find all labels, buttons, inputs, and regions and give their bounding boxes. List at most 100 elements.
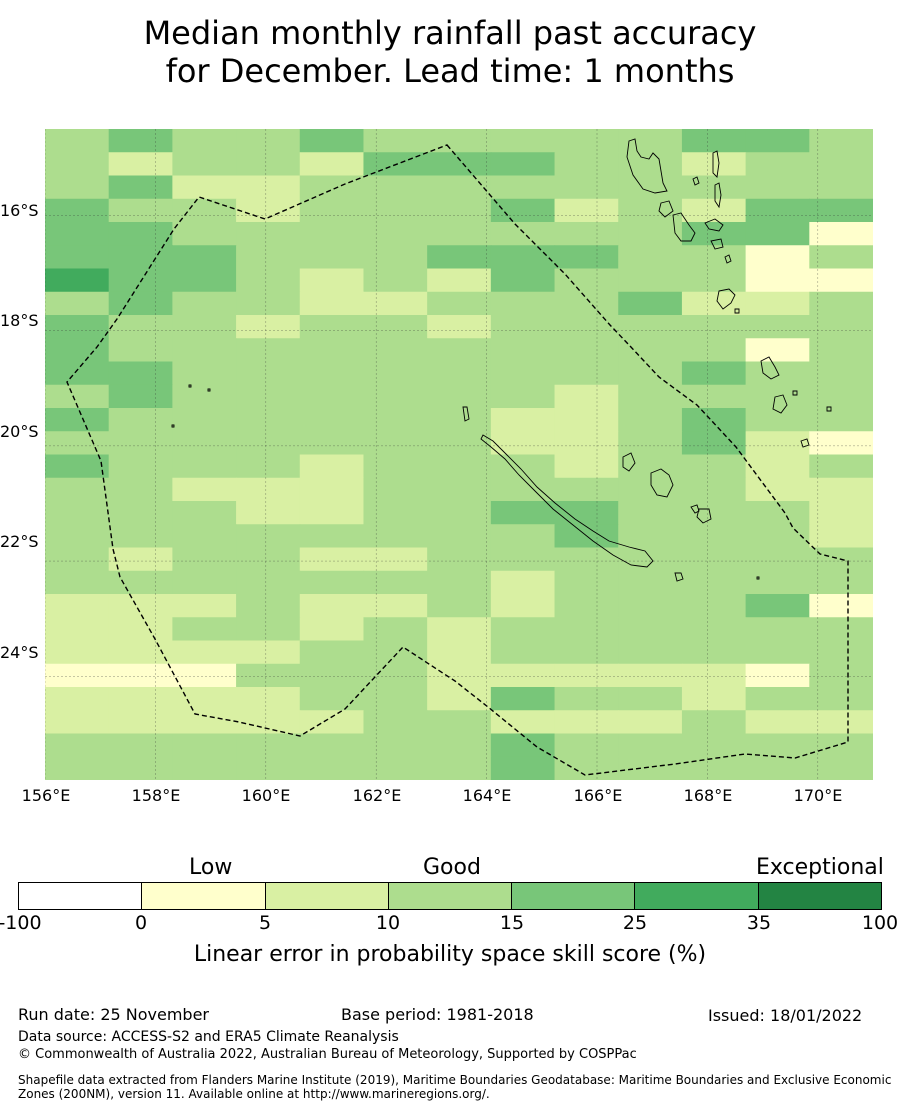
skill-cell bbox=[427, 617, 492, 642]
skill-cell bbox=[745, 291, 810, 316]
skill-cell bbox=[363, 617, 428, 642]
skill-cell bbox=[554, 338, 619, 363]
skill-cell bbox=[45, 547, 110, 572]
skill-cell bbox=[618, 268, 683, 293]
skill-cell bbox=[427, 663, 492, 688]
skill-cell bbox=[236, 663, 301, 688]
skill-cell bbox=[427, 222, 492, 246]
skill-cell bbox=[490, 756, 556, 780]
skill-cell bbox=[681, 617, 747, 642]
skill-cell bbox=[45, 431, 110, 456]
skill-cell bbox=[745, 756, 810, 780]
skill-cell bbox=[299, 268, 365, 293]
colorbar-segment bbox=[19, 883, 143, 909]
skill-cell bbox=[363, 570, 428, 595]
skill-cell bbox=[618, 733, 683, 758]
skill-cell bbox=[45, 361, 110, 386]
skill-cell bbox=[809, 501, 873, 525]
skill-cell bbox=[172, 547, 237, 572]
skill-cell bbox=[427, 524, 492, 549]
skill-cell bbox=[108, 570, 173, 595]
skill-cell bbox=[554, 663, 619, 688]
skill-cell bbox=[108, 547, 173, 572]
skill-cell bbox=[745, 710, 810, 735]
skill-cell bbox=[299, 710, 365, 735]
skill-cell bbox=[236, 687, 301, 711]
skill-cell bbox=[108, 152, 173, 177]
skill-cell bbox=[554, 291, 619, 316]
skill-cell bbox=[618, 315, 683, 339]
skill-cell bbox=[172, 245, 237, 270]
skill-cell bbox=[236, 524, 301, 549]
skill-cell bbox=[681, 431, 747, 456]
skill-cell bbox=[490, 268, 556, 293]
skill-cell bbox=[554, 315, 619, 339]
skill-cell bbox=[299, 640, 365, 665]
skill-cell bbox=[618, 338, 683, 363]
skill-cell bbox=[809, 338, 873, 363]
skill-cell bbox=[299, 315, 365, 339]
colorbar-segment bbox=[388, 883, 513, 909]
skill-cell bbox=[554, 547, 619, 572]
lat-label: 18°S bbox=[0, 311, 39, 330]
skill-cell bbox=[236, 408, 301, 432]
skill-cell bbox=[299, 756, 365, 780]
skill-cell bbox=[45, 733, 110, 758]
skill-cell bbox=[681, 547, 747, 572]
skill-cell bbox=[809, 663, 873, 688]
skill-cell bbox=[236, 315, 301, 339]
skill-cell bbox=[618, 361, 683, 386]
skill-cell bbox=[427, 291, 492, 316]
skill-cell bbox=[108, 594, 173, 618]
skill-cell bbox=[172, 384, 237, 409]
skill-cell bbox=[681, 291, 747, 316]
skill-cell bbox=[108, 454, 173, 479]
skill-cell bbox=[108, 175, 173, 200]
skill-cell bbox=[299, 524, 365, 549]
skill-cell bbox=[427, 594, 492, 618]
skill-cell bbox=[554, 733, 619, 758]
skill-cell bbox=[618, 454, 683, 479]
skill-cell bbox=[108, 501, 173, 525]
skill-cell bbox=[236, 640, 301, 665]
skill-cell bbox=[172, 175, 237, 200]
skill-cell bbox=[236, 756, 301, 780]
skill-map[interactable] bbox=[45, 129, 873, 780]
skill-cell bbox=[236, 222, 301, 246]
skill-cell bbox=[299, 617, 365, 642]
skill-cell bbox=[45, 710, 110, 735]
lat-label: 24°S bbox=[0, 643, 39, 662]
skill-cell bbox=[618, 501, 683, 525]
skill-cell bbox=[490, 710, 556, 735]
skill-cell bbox=[427, 175, 492, 200]
skill-cell bbox=[45, 570, 110, 595]
skill-cell bbox=[363, 408, 428, 432]
skill-cell bbox=[809, 384, 873, 409]
issued-date: Issued: 18/01/2022 bbox=[708, 1006, 863, 1025]
skill-cell bbox=[427, 570, 492, 595]
skill-cell bbox=[618, 663, 683, 688]
skill-cell bbox=[363, 431, 428, 456]
title-line-1: Median monthly rainfall past accuracy bbox=[143, 14, 757, 52]
skill-cell bbox=[745, 547, 810, 572]
skill-cell bbox=[681, 687, 747, 711]
skill-cell bbox=[45, 501, 110, 525]
skill-cell bbox=[618, 524, 683, 549]
skill-cell bbox=[45, 152, 110, 177]
skill-cell bbox=[363, 338, 428, 363]
skill-cell bbox=[363, 733, 428, 758]
skill-cell bbox=[427, 198, 492, 223]
skill-cell bbox=[236, 547, 301, 572]
skill-cell bbox=[108, 524, 173, 549]
colorbar-segment bbox=[512, 883, 636, 909]
skill-cell bbox=[490, 291, 556, 316]
skill-cell bbox=[299, 431, 365, 456]
skill-cell bbox=[236, 431, 301, 456]
lon-label: 166°E bbox=[573, 786, 623, 805]
skill-cell bbox=[363, 454, 428, 479]
skill-cell bbox=[427, 710, 492, 735]
skill-cell bbox=[172, 570, 237, 595]
skill-cell bbox=[236, 477, 301, 502]
skill-cell bbox=[618, 710, 683, 735]
skill-cell bbox=[745, 268, 810, 293]
